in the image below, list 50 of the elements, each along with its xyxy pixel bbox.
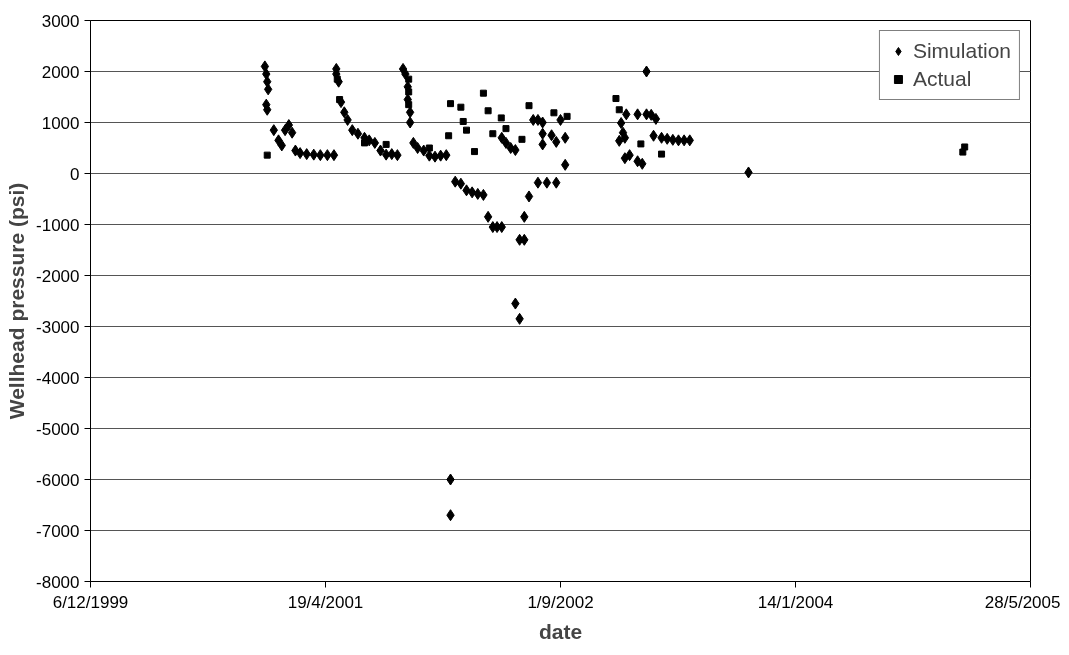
point — [447, 100, 455, 108]
y-tick-label: 1000 — [41, 113, 80, 133]
point — [445, 132, 453, 140]
point — [502, 125, 510, 133]
y-tick-label: -3000 — [36, 317, 80, 337]
y-tick-label: -8000 — [36, 572, 80, 592]
point — [405, 101, 413, 109]
x-tick-label: 28/5/2005 — [984, 592, 1061, 612]
y-tick-label: -5000 — [36, 419, 80, 439]
point — [263, 151, 271, 159]
point — [637, 140, 645, 148]
legend-label: Actual — [912, 67, 972, 91]
y-tick-label: -4000 — [36, 368, 80, 388]
y-tick-label: -1000 — [36, 215, 80, 235]
point — [459, 117, 467, 125]
y-tick-label: -2000 — [36, 266, 80, 286]
point — [525, 102, 533, 110]
point — [361, 139, 369, 147]
y-axis-title: Wellhead pressure (psi) — [5, 182, 29, 420]
y-tick-label: -7000 — [36, 521, 80, 541]
point — [333, 75, 341, 83]
point — [658, 150, 666, 158]
point — [550, 109, 558, 117]
legend-label: Simulation — [912, 39, 1011, 63]
point — [563, 112, 571, 120]
point — [405, 88, 413, 96]
point — [382, 140, 390, 148]
point — [405, 75, 413, 83]
point — [457, 103, 465, 111]
point — [615, 106, 623, 114]
point — [463, 126, 470, 134]
point — [479, 89, 487, 97]
point — [612, 95, 620, 103]
point — [336, 96, 344, 104]
point — [497, 114, 505, 122]
point — [961, 143, 969, 151]
y-tick-label: 0 — [70, 164, 80, 184]
x-axis-title: date — [538, 619, 583, 643]
y-tick-label: 2000 — [41, 62, 80, 82]
point — [470, 148, 478, 156]
x-tick-label: 6/12/1999 — [52, 592, 129, 612]
y-tick-label: -6000 — [36, 470, 80, 490]
x-tick-label: 14/1/2004 — [757, 592, 834, 612]
point — [489, 130, 497, 138]
point — [425, 144, 433, 152]
point — [518, 135, 526, 143]
x-tick-label: 19/4/2001 — [287, 592, 364, 612]
x-tick-label: 1/9/2002 — [527, 592, 594, 612]
point — [484, 107, 492, 115]
y-tick-label: 3000 — [41, 11, 80, 31]
